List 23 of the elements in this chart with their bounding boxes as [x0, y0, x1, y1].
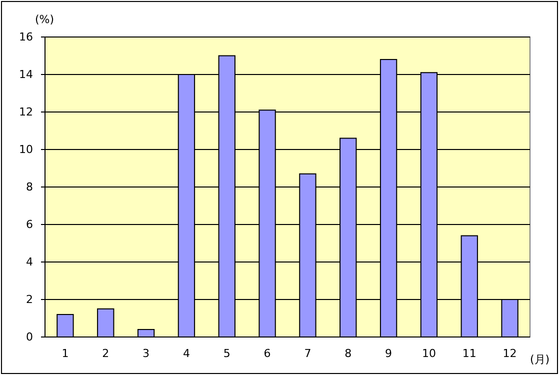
x-tick-label: 7 — [304, 346, 312, 360]
y-tick-label: 10 — [19, 143, 33, 156]
y-tick-label: 2 — [26, 293, 33, 306]
y-tick-label: 6 — [26, 218, 33, 232]
x-tick-label: 10 — [422, 346, 436, 360]
x-axis-title: (月) — [530, 353, 550, 366]
y-tick-label: 14 — [19, 68, 33, 82]
x-tick-label: 12 — [502, 346, 517, 360]
y-tick-label: 4 — [26, 256, 33, 269]
x-tick-label: 4 — [182, 346, 190, 360]
x-tick-label: 9 — [385, 346, 392, 360]
y-axis-title: (%) — [35, 13, 54, 26]
x-tick-label: 5 — [223, 346, 230, 360]
x-tick-label: 6 — [264, 346, 271, 360]
x-tick-label: 2 — [102, 346, 110, 360]
y-tick-label: 0 — [26, 330, 33, 344]
x-tick-label: 11 — [462, 346, 476, 360]
y-tick-label: 8 — [26, 180, 33, 194]
x-tick-label: 3 — [142, 346, 150, 360]
x-tick-label: 8 — [344, 346, 352, 360]
x-tick-label: 1 — [62, 346, 69, 360]
y-tick-label: 12 — [19, 106, 33, 119]
y-tick-label: 16 — [19, 30, 33, 44]
